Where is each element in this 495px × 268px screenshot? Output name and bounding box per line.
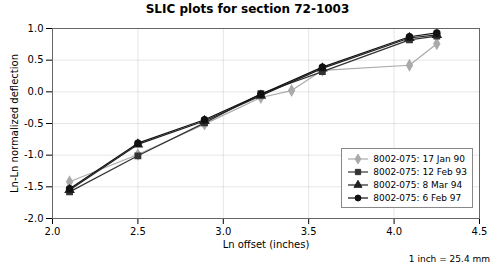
svg-text:2.0: 2.0 <box>45 226 61 237</box>
svg-text:0.5: 0.5 <box>28 54 44 65</box>
svg-text:-1.5: -1.5 <box>24 181 44 192</box>
svg-text:1.0: 1.0 <box>28 23 44 34</box>
svg-text:4.0: 4.0 <box>386 226 402 237</box>
svg-text:3.5: 3.5 <box>301 226 317 237</box>
html-text:1 inch = 25.4 mm: 1 inch = 25.4 mm <box>408 254 490 264</box>
svg-text:2.5: 2.5 <box>130 226 146 237</box>
html-text:SLIC plots for section 72-1003: SLIC plots for section 72-1003 <box>145 2 350 16</box>
html-text:8002-075: 8 Mar 94: 8002-075: 8 Mar 94 <box>373 179 463 190</box>
svg-text:4.5: 4.5 <box>472 226 488 237</box>
svg-text:-1.0: -1.0 <box>24 149 44 160</box>
svg-text:Ln offset (inches): Ln offset (inches) <box>223 239 310 250</box>
svg-text:-2.0: -2.0 <box>24 213 44 224</box>
svg-text:-0.5: -0.5 <box>24 118 44 129</box>
html-text:8002-075: 6 Feb 97: 8002-075: 6 Feb 97 <box>373 192 462 203</box>
html-text:8002-075: 12 Feb 93: 8002-075: 12 Feb 93 <box>373 166 467 177</box>
svg-text:Ln-Ln normalized deflection: Ln-Ln normalized deflection <box>9 54 20 193</box>
html-text:8002-075: 17 Jan 90: 8002-075: 17 Jan 90 <box>373 153 465 164</box>
svg-text:3.0: 3.0 <box>215 226 231 237</box>
svg-text:0.0: 0.0 <box>28 86 44 97</box>
